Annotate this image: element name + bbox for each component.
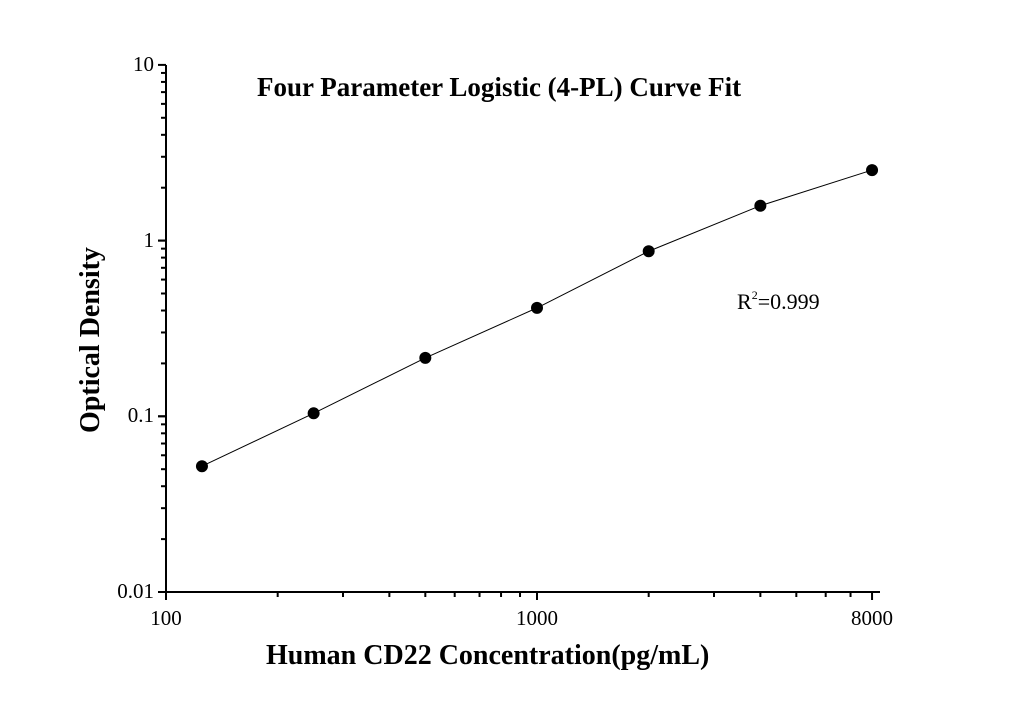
tick-label: 0.01 — [117, 579, 154, 603]
y-axis-label: Optical Density — [75, 247, 106, 433]
data-point — [419, 351, 432, 364]
tick-label: 8000 — [851, 606, 894, 630]
tick-label: 10 — [133, 51, 154, 76]
fit-curve — [201, 169, 873, 467]
tick-label: 0.1 — [127, 403, 154, 428]
data-point — [195, 460, 208, 473]
data-point — [307, 407, 320, 420]
data-point — [754, 199, 767, 212]
r-squared-annotation: R2=0.999 — [737, 288, 820, 314]
data-point — [866, 164, 879, 177]
tick-label: 1000 — [516, 606, 558, 630]
tick-label: 1 — [143, 227, 155, 252]
data-point — [642, 245, 655, 258]
data-point — [531, 301, 543, 314]
x-axis-label: Human CD22 Concentration(pg/mL) — [266, 640, 710, 671]
chart-title: Four Parameter Logistic (4-PL) Curve Fit — [257, 72, 742, 102]
tick-label: 100 — [150, 606, 182, 630]
